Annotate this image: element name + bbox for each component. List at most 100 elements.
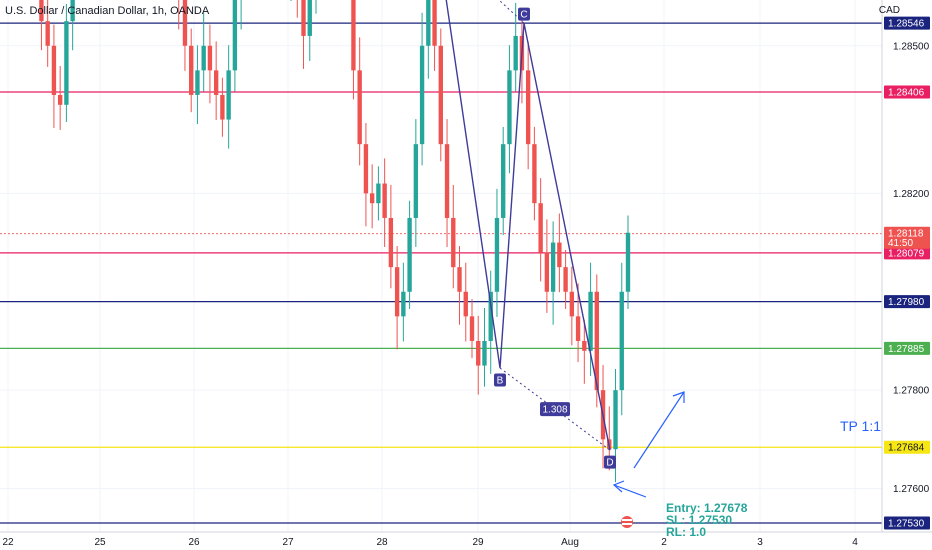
chart-grid (0, 0, 882, 532)
candle-body (307, 0, 312, 36)
candle-body (213, 70, 219, 95)
tp-arrow-line (633, 391, 685, 469)
candle-body (376, 183, 381, 204)
price-tick: 1.27800 (893, 386, 930, 397)
candle-body (594, 291, 599, 391)
candle-body (432, 0, 437, 46)
candlestick-series (39, 0, 631, 483)
candle-body (444, 144, 450, 218)
candle-body (563, 267, 568, 292)
candle-body (388, 217, 394, 268)
entry-arrow-head (612, 480, 625, 493)
candle-body (513, 35, 518, 71)
level-badge (884, 341, 930, 355)
tp-arrow-head (672, 391, 685, 403)
entry-text: Entry: 1.27678 (666, 501, 748, 515)
candle-body (301, 0, 306, 36)
candle-body (619, 291, 624, 391)
chart-title: U.S. Dollar / Canadian Dollar, 1h, OANDA (5, 5, 210, 17)
candle-body (463, 291, 468, 317)
candle-body (476, 340, 481, 366)
level-badge (884, 85, 930, 99)
candle-body (494, 217, 500, 292)
candle-body (232, 0, 238, 71)
candle-body (569, 291, 575, 317)
candle-body (189, 45, 194, 95)
candle-body (544, 252, 550, 292)
candle-body (525, 70, 531, 145)
candle-body (182, 0, 188, 46)
candle-body (39, 0, 44, 22)
flag-stripe (622, 519, 632, 521)
currency-label: CAD (878, 5, 900, 16)
candle-body (469, 316, 475, 341)
ratio-line-ac (498, 0, 525, 24)
ratio-badge (540, 402, 570, 417)
candle-body (588, 291, 593, 351)
candle-body (501, 144, 506, 218)
candle-body (226, 70, 231, 120)
candle-body (482, 340, 487, 366)
time-tick: 25 (94, 537, 106, 548)
candle-body (538, 203, 543, 253)
candle-body (401, 291, 406, 317)
candle-body (70, 0, 75, 22)
time-axis: 22 25 26 27 28 29 Aug 2 3 4 (0, 531, 932, 548)
candle-body (220, 94, 225, 120)
level-badge-label: 1.28406 (888, 88, 925, 99)
price-axis: 1.296001.294001.293001.292001.291001.290… (881, 0, 930, 532)
time-tick: 2 (661, 537, 667, 548)
time-tick: Aug (561, 537, 579, 548)
candle-body (363, 144, 369, 194)
price-badges: 1.295231.291561.287081.285461.284061.280… (884, 16, 930, 530)
pattern-leg-line (445, 0, 611, 451)
level-badge-label: 1.27980 (888, 297, 925, 308)
level-badge (884, 246, 930, 260)
rl-text: RL: 1.0 (666, 525, 707, 539)
candle-body (195, 70, 200, 95)
candle-body (507, 70, 512, 145)
candle-body (407, 217, 412, 292)
level-badge (884, 440, 930, 454)
time-tick: 29 (472, 537, 484, 548)
candle-body (51, 45, 57, 95)
sl-text: SL: 1.27530 (666, 513, 733, 527)
time-tick: 4 (852, 537, 858, 548)
level-badge-label: 1.28546 (888, 19, 925, 30)
candle-body (201, 45, 206, 71)
candle-body (413, 144, 419, 218)
entry-arrow-line (613, 484, 647, 498)
candle-body (457, 267, 462, 292)
time-tick: 27 (282, 537, 294, 548)
level-badge (884, 295, 930, 309)
time-tick: 3 (757, 537, 763, 548)
point-label: B (497, 376, 504, 387)
level-badge-label: 1.27885 (888, 344, 925, 355)
current-price-countdown: 41:50 (888, 238, 913, 249)
candle-body (45, 21, 50, 46)
projection-arrows (612, 391, 685, 528)
candle-body (351, 0, 356, 71)
price-tick: 1.28500 (893, 41, 930, 52)
price-tick: 1.28200 (893, 189, 930, 200)
candle-body (438, 45, 443, 145)
candle-body (557, 242, 562, 268)
current-price-label: 1.28118 (888, 229, 924, 240)
point-badge (518, 7, 530, 21)
level-badge-label: 1.27530 (888, 519, 925, 530)
candle-body (57, 94, 63, 105)
candle-body (550, 242, 556, 292)
candle-body (532, 144, 537, 204)
time-tick: 22 (2, 537, 14, 548)
trade-info: Entry: 1.27678 SL: 1.27530 RL: 1.0 (666, 502, 747, 538)
time-tick: 26 (188, 537, 200, 548)
point-label: D (606, 458, 613, 469)
candle-body (357, 70, 362, 145)
candle-body (382, 183, 387, 218)
candle-body (426, 0, 431, 46)
candle-body (419, 45, 425, 145)
current-price-badge (884, 226, 930, 249)
harmonic-pattern: 0.8191.308ABCD (445, 0, 616, 469)
price-tick: 1.27600 (893, 484, 930, 495)
